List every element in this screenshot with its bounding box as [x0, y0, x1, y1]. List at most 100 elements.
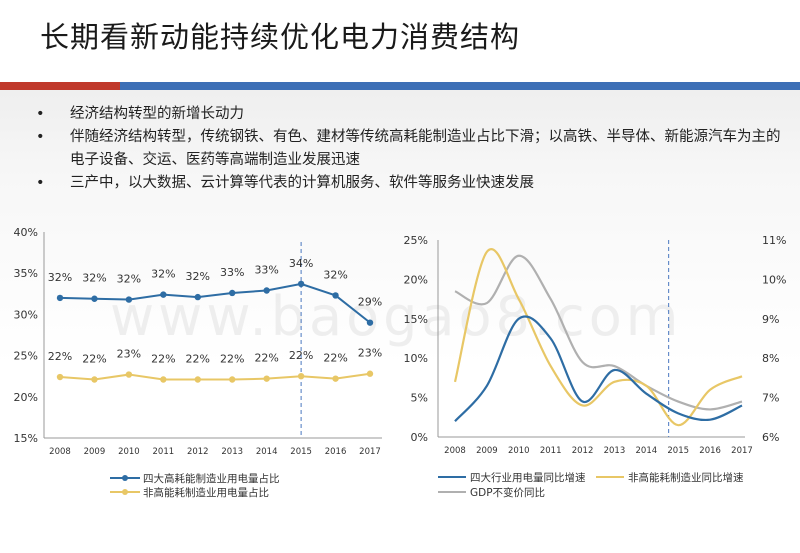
y-tick-label: 30% — [14, 308, 38, 321]
data-point — [297, 373, 305, 380]
data-label: 22% — [289, 349, 313, 362]
x-tick-label: 2015 — [667, 446, 689, 456]
title-underline-svg — [0, 82, 800, 90]
data-label: 32% — [48, 271, 72, 284]
y-tick-label: 35% — [14, 267, 38, 280]
data-label: 22% — [220, 352, 244, 365]
data-label: 33% — [220, 266, 244, 279]
legend-label: GDP不变价同比 — [470, 486, 545, 499]
y-tick-label: 15% — [14, 432, 38, 445]
x-tick-label: 2016 — [699, 446, 721, 456]
data-point — [91, 295, 98, 302]
legend-label: 非高能耗制造业用电量占比 — [143, 486, 269, 499]
data-label: 34% — [289, 257, 313, 270]
data-label: 32% — [82, 272, 106, 285]
y-tick-label-right: 10% — [762, 273, 786, 286]
x-tick-label: 2017 — [731, 446, 753, 456]
y-tick-label-left: 25% — [404, 234, 428, 247]
data-point — [91, 376, 98, 383]
bullet-item: 经济结构转型的新增长动力 — [36, 103, 786, 126]
data-label: 22% — [186, 352, 210, 365]
series-line — [453, 248, 743, 427]
data-point — [56, 373, 64, 381]
y-tick-label-left: 15% — [404, 313, 428, 326]
data-point — [297, 280, 305, 288]
data-point — [332, 292, 339, 299]
data-point — [194, 376, 201, 383]
data-label: 32% — [323, 268, 347, 281]
x-tick-label: 2009 — [84, 447, 106, 457]
data-label: 32% — [151, 268, 175, 281]
data-point — [229, 376, 236, 383]
data-label: 32% — [186, 270, 210, 283]
legend-marker — [122, 489, 128, 495]
data-label: 22% — [151, 352, 175, 365]
bullet-list: 经济结构转型的新增长动力 伴随经济结构转型，传统钢铁、有色、建材等传统高耗能制造… — [36, 103, 786, 195]
series-line — [454, 315, 743, 422]
x-tick-label: 2015 — [290, 447, 312, 457]
data-point — [229, 289, 236, 297]
data-label: 33% — [254, 264, 278, 277]
data-point — [125, 371, 133, 378]
x-tick-label: 2008 — [49, 447, 71, 457]
y-tick-label-left: 5% — [411, 392, 428, 405]
legend-label: 四大行业用电量同比增速 — [470, 471, 586, 484]
y-tick-label: 20% — [14, 391, 38, 404]
x-tick-label: 2010 — [118, 447, 140, 457]
y-tick-label: 25% — [14, 350, 38, 363]
data-point — [366, 370, 374, 377]
x-tick-label: 2009 — [476, 446, 498, 456]
data-point — [332, 375, 339, 382]
data-point — [56, 294, 64, 302]
bullet-item: 三产中，以大数据、云计算等代表的计算机服务、软件等服务业快速发展 — [36, 172, 786, 195]
y-tick-label-left: 10% — [404, 352, 428, 365]
y-tick-label-left: 20% — [404, 273, 428, 286]
y-tick-label-left: 0% — [411, 431, 428, 444]
x-tick-label: 2013 — [604, 446, 626, 456]
bullet-item: 伴随经济结构转型，传统钢铁、有色、建材等传统高耗能制造业占比下滑；以高铁、半导体… — [36, 126, 786, 172]
x-tick-label: 2008 — [444, 446, 466, 456]
legend-label: 非高能耗制造业同比增速 — [628, 471, 744, 484]
x-tick-label: 2012 — [187, 447, 209, 457]
legend-label: 四大高耗能制造业用电量占比 — [143, 472, 280, 485]
data-label: 32% — [117, 273, 141, 286]
x-tick-label: 2016 — [325, 447, 347, 457]
y-tick-label-right: 11% — [762, 234, 786, 247]
chart-left: 15% 20% 25% 30% 35% 40% 2008 2009 2010 2011 2012 20… — [14, 226, 383, 499]
title-underline-red — [0, 82, 120, 90]
data-label: 29% — [358, 296, 382, 309]
title-underline — [0, 75, 800, 90]
data-point — [263, 287, 270, 294]
data-point — [125, 296, 133, 303]
x-tick-label: 2014 — [256, 447, 278, 457]
data-label: 23% — [117, 348, 141, 361]
data-label: 22% — [323, 352, 347, 365]
data-label: 22% — [48, 350, 72, 363]
data-point — [160, 376, 167, 383]
x-tick-label: 2017 — [359, 447, 381, 457]
y-tick-label-right: 9% — [762, 313, 779, 326]
y-tick-label-right: 8% — [762, 352, 779, 365]
y-tick-label: 40% — [14, 226, 38, 239]
data-point — [263, 375, 270, 382]
legend-marker — [122, 475, 128, 481]
series-line — [59, 372, 371, 381]
data-label: 23% — [358, 347, 382, 360]
y-tick-label-right: 6% — [762, 431, 779, 444]
x-tick-label: 2014 — [636, 446, 658, 456]
y-tick-label-right: 7% — [762, 392, 779, 405]
data-label: 22% — [254, 352, 278, 365]
page-title: 长期看新动能持续优化电力消费结构 — [40, 20, 521, 54]
data-point — [160, 291, 167, 298]
x-tick-label: 2011 — [540, 446, 562, 456]
x-tick-label: 2011 — [153, 447, 175, 457]
data-point — [366, 319, 374, 326]
series-line — [59, 282, 371, 324]
x-tick-label: 2013 — [221, 447, 243, 457]
x-tick-label: 2010 — [508, 446, 530, 456]
title-underline-blue — [120, 82, 800, 90]
data-label: 22% — [82, 352, 106, 365]
x-tick-label: 2012 — [572, 446, 594, 456]
series-line — [454, 254, 743, 411]
